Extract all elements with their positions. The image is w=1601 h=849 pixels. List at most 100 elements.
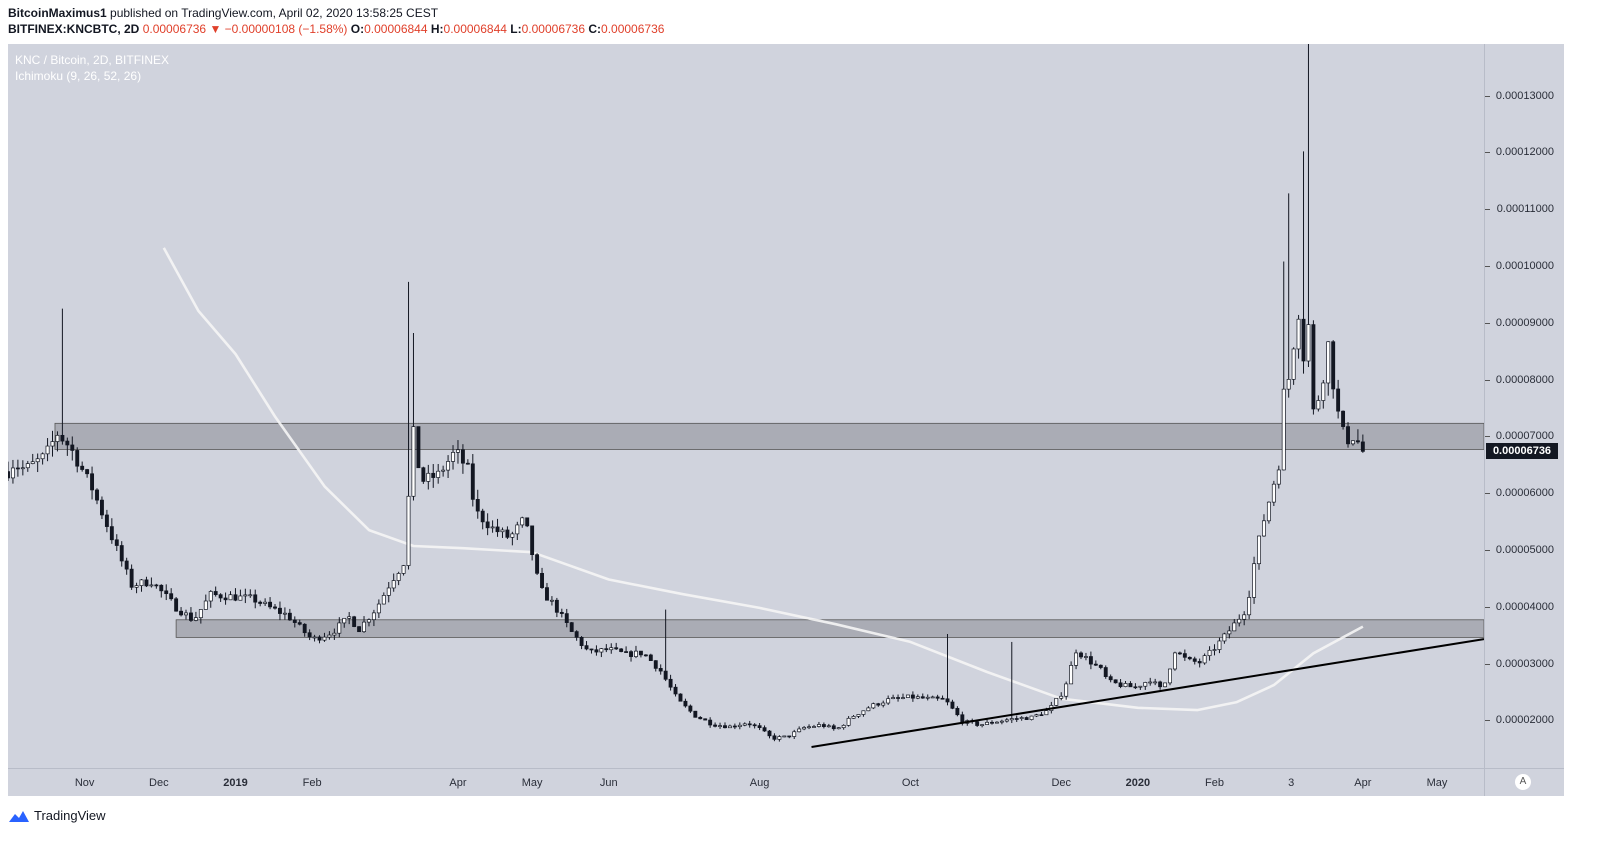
candle: [505, 526, 510, 539]
candle-body-up: [980, 724, 985, 726]
candle-body-down: [945, 698, 950, 703]
candle-body-down: [213, 591, 218, 596]
candle-body-up: [1222, 633, 1227, 642]
candle: [663, 609, 668, 682]
candle: [208, 590, 213, 608]
candle: [871, 702, 876, 710]
candle: [307, 629, 312, 641]
candle: [886, 695, 891, 705]
candle-body-down: [668, 678, 673, 688]
auto-scale-button[interactable]: A: [1515, 774, 1531, 790]
candle: [1098, 664, 1103, 670]
candle-body-up: [905, 694, 910, 698]
candle-body-up: [327, 634, 332, 638]
price-tick-label: 0.00003000: [1495, 657, 1554, 670]
candle: [782, 735, 787, 738]
candle: [638, 650, 643, 658]
candle-body-up: [1163, 682, 1168, 688]
candle: [787, 735, 792, 739]
candle: [441, 465, 446, 477]
candle-body-down: [673, 686, 678, 695]
candle-body-up: [1083, 656, 1088, 658]
candle-body-up: [1064, 683, 1069, 697]
candle: [1306, 44, 1311, 367]
candle-body-down: [223, 597, 228, 601]
candle: [1074, 649, 1079, 670]
candle-body-down: [416, 426, 421, 469]
candle-body-down: [713, 724, 718, 727]
candle-body-up: [238, 595, 243, 601]
tradingview-logo[interactable]: TradingView: [8, 808, 106, 823]
candle: [1286, 193, 1291, 398]
ascending-trendline: [811, 638, 1484, 748]
price-tick-mark: [1485, 663, 1490, 665]
candle-body-up: [1202, 655, 1207, 664]
candle-body-up: [861, 710, 866, 715]
candle-body-down: [535, 554, 540, 574]
candle: [391, 573, 396, 592]
candle: [302, 623, 307, 637]
candle-body-up: [1276, 469, 1281, 485]
price-chart[interactable]: [8, 44, 1484, 768]
candle-body-down: [1336, 388, 1341, 412]
candle-body-down: [554, 599, 559, 613]
candle-body-up: [20, 467, 25, 470]
candle-body-up: [866, 707, 871, 712]
time-axis[interactable]: Nov Dec 2019 Feb Apr May Jun Aug Oct Dec 2020 Feb 3 A…: [8, 768, 1484, 797]
candle-body-down: [1103, 667, 1108, 677]
candle: [8, 461, 10, 482]
price-tick-label: 0.00012000: [1495, 146, 1554, 159]
candle-body-up: [915, 696, 920, 699]
candle: [994, 721, 999, 724]
legend-indicator[interactable]: Ichimoku (9, 26, 52, 26): [15, 69, 142, 83]
candle: [465, 459, 470, 465]
candle: [500, 527, 505, 538]
candle-body-up: [208, 591, 213, 602]
candle-body-down: [470, 463, 475, 500]
candle-body-down: [505, 529, 510, 538]
candle: [317, 635, 322, 644]
candle: [1093, 660, 1098, 667]
candle-body-down: [189, 612, 193, 621]
horizontal-zone-2: [175, 619, 1484, 638]
candle-body-down: [910, 694, 915, 699]
candle-body-up: [886, 698, 891, 704]
chart-plot-area[interactable]: KNC / Bitcoin, 2D, BITFINEX Ichimoku (9,…: [8, 44, 1484, 768]
time-tick-label: Feb: [1205, 777, 1224, 789]
candle-body-up: [1004, 719, 1009, 722]
candle: [950, 699, 955, 710]
price-axis[interactable]: 0.00002000 0.00003000 0.00004000 0.00005000…: [1484, 44, 1564, 768]
candle-body-down: [688, 705, 693, 712]
candle: [1148, 677, 1153, 686]
candle-body-down: [164, 590, 169, 595]
candle-body-up: [446, 461, 451, 471]
candle: [1296, 314, 1301, 359]
candle-body-down: [109, 526, 114, 541]
candle: [1247, 590, 1252, 620]
candle: [357, 626, 362, 633]
candle: [767, 730, 772, 739]
candle-body-up: [362, 621, 366, 633]
candle-body-up: [10, 467, 15, 479]
candle: [510, 531, 515, 546]
candle: [975, 720, 980, 727]
candle: [1108, 674, 1113, 683]
candle: [1014, 715, 1019, 722]
candle-body-up: [836, 727, 841, 730]
candle-body-up: [802, 727, 807, 730]
candle: [149, 577, 154, 588]
author-name[interactable]: BitcoinMaximus1: [8, 6, 107, 20]
candle: [1207, 646, 1212, 661]
candle-body-up: [930, 696, 935, 699]
price-tick-label: 0.00009000: [1495, 316, 1554, 329]
tradingview-cloud-icon: [9, 810, 29, 822]
candle-body-down: [302, 623, 307, 634]
candle: [456, 440, 460, 464]
candle-body-up: [1247, 597, 1252, 616]
candle-body-down: [638, 650, 643, 656]
candle: [475, 489, 480, 519]
candle: [253, 589, 258, 609]
candle: [1217, 637, 1222, 654]
candle: [777, 735, 782, 742]
candle: [347, 612, 352, 625]
